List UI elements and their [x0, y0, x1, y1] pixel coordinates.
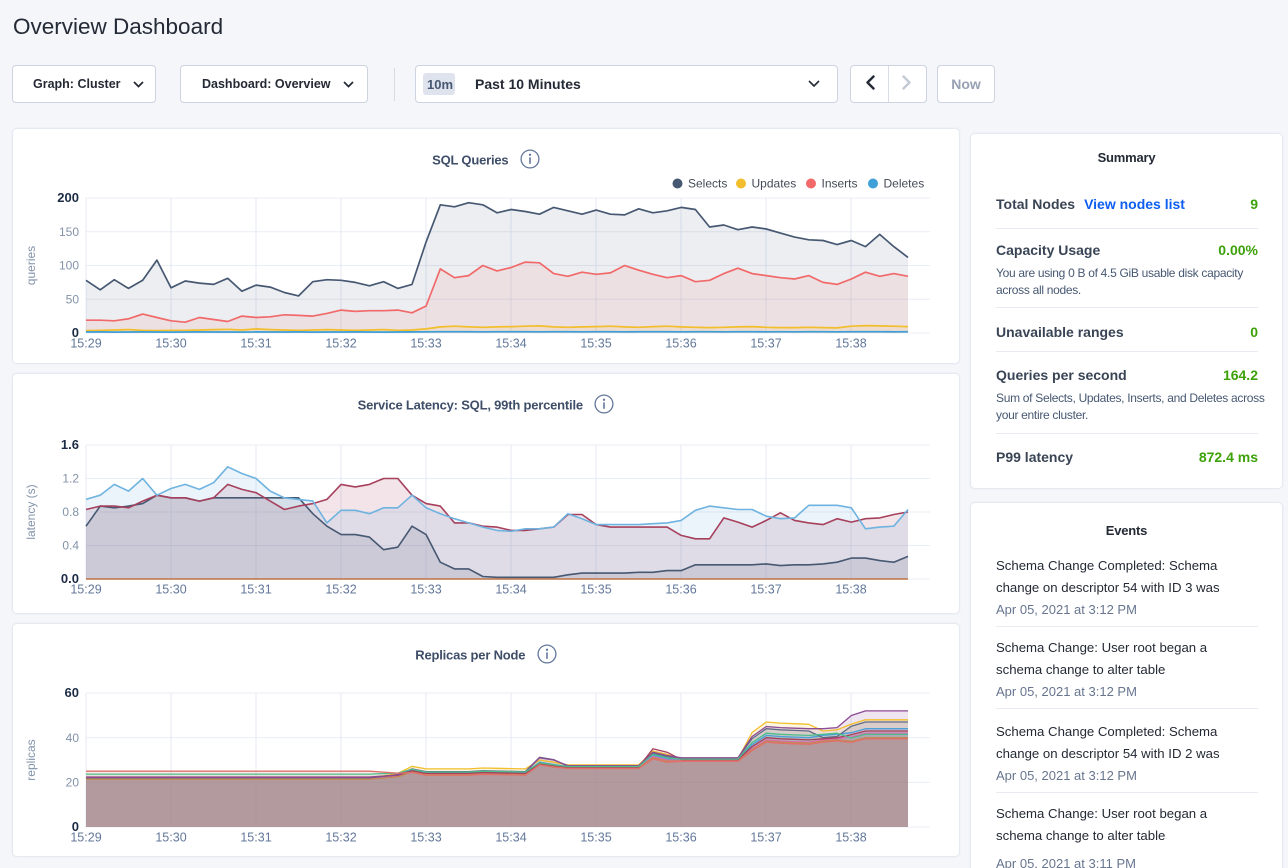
- svg-text:0: 0: [72, 819, 79, 834]
- svg-text:15:38: 15:38: [835, 337, 866, 351]
- svg-text:replicas: replicas: [24, 739, 38, 780]
- svg-text:15:35: 15:35: [580, 831, 611, 845]
- svg-text:15:35: 15:35: [580, 337, 611, 351]
- svg-text:1.6: 1.6: [61, 437, 79, 452]
- svg-text:0: 0: [72, 325, 79, 340]
- svg-text:15:36: 15:36: [665, 831, 696, 845]
- svg-text:15:34: 15:34: [495, 583, 526, 597]
- svg-text:50: 50: [66, 292, 80, 306]
- svg-text:15:29: 15:29: [70, 831, 101, 845]
- svg-text:20: 20: [66, 776, 80, 790]
- svg-text:15:30: 15:30: [155, 583, 186, 597]
- svg-text:15:35: 15:35: [580, 583, 611, 597]
- svg-text:15:33: 15:33: [410, 583, 441, 597]
- svg-text:15:37: 15:37: [750, 831, 781, 845]
- svg-text:15:32: 15:32: [325, 831, 356, 845]
- svg-text:15:34: 15:34: [495, 337, 526, 351]
- svg-text:latency (s): latency (s): [24, 484, 38, 539]
- svg-text:60: 60: [65, 685, 79, 700]
- svg-text:Inserts: Inserts: [822, 177, 858, 191]
- svg-text:0.0: 0.0: [61, 571, 79, 586]
- svg-text:1.2: 1.2: [62, 472, 79, 486]
- svg-text:15:38: 15:38: [835, 583, 866, 597]
- svg-text:0.8: 0.8: [62, 505, 79, 519]
- svg-text:15:33: 15:33: [410, 337, 441, 351]
- svg-text:100: 100: [59, 259, 79, 273]
- svg-text:15:38: 15:38: [835, 831, 866, 845]
- svg-text:15:36: 15:36: [665, 337, 696, 351]
- svg-text:15:37: 15:37: [750, 583, 781, 597]
- svg-text:Updates: Updates: [752, 177, 797, 191]
- svg-text:15:37: 15:37: [750, 337, 781, 351]
- svg-text:0.4: 0.4: [62, 539, 79, 553]
- svg-text:Selects: Selects: [688, 177, 727, 191]
- svg-text:15:32: 15:32: [325, 337, 356, 351]
- svg-text:15:29: 15:29: [70, 337, 101, 351]
- svg-text:15:32: 15:32: [325, 583, 356, 597]
- svg-text:15:29: 15:29: [70, 583, 101, 597]
- svg-text:queries: queries: [24, 246, 38, 285]
- svg-text:15:30: 15:30: [155, 831, 186, 845]
- svg-text:15:33: 15:33: [410, 831, 441, 845]
- svg-text:15:31: 15:31: [240, 337, 271, 351]
- svg-text:200: 200: [57, 190, 79, 205]
- svg-text:15:31: 15:31: [240, 831, 271, 845]
- svg-text:15:31: 15:31: [240, 583, 271, 597]
- svg-text:40: 40: [66, 731, 80, 745]
- svg-text:15:34: 15:34: [495, 831, 526, 845]
- svg-text:15:36: 15:36: [665, 583, 696, 597]
- svg-text:150: 150: [59, 225, 79, 239]
- svg-text:15:30: 15:30: [155, 337, 186, 351]
- svg-text:Deletes: Deletes: [884, 177, 925, 191]
